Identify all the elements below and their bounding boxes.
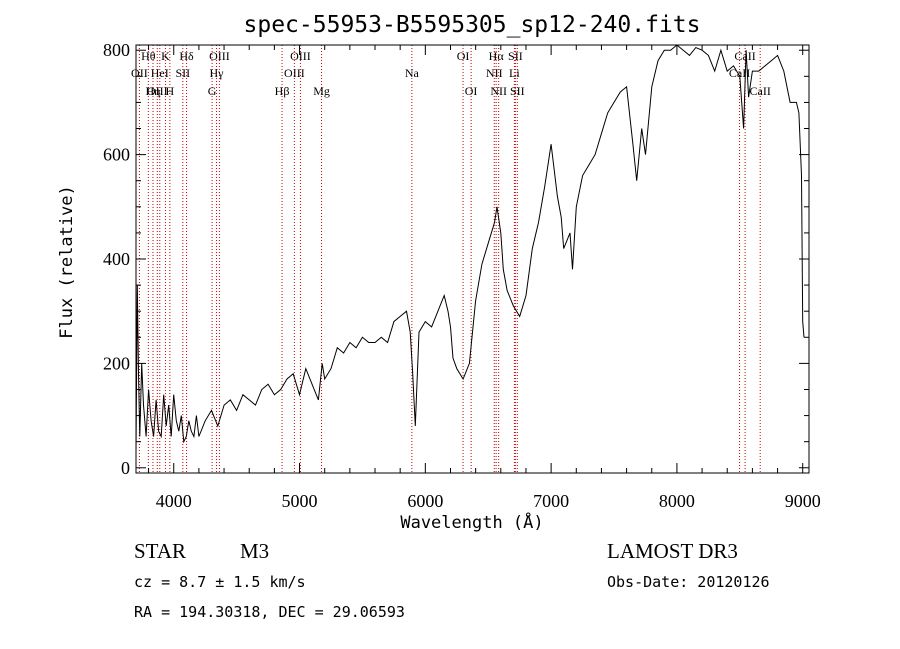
spectral-line-label: Hγ <box>210 66 225 80</box>
spectral-line-label: G <box>208 84 217 98</box>
object-subclass: M3 <box>240 539 270 563</box>
y-axis-ticks: 0 200 400 600 800 <box>103 40 809 478</box>
y-tick-label: 400 <box>103 249 130 269</box>
x-axis-label: Wavelength (Å) <box>400 511 543 533</box>
spectral-line-label: HeI <box>151 66 169 80</box>
spectral-line-label: OIII <box>284 66 305 80</box>
spectral-line-label: CaII <box>750 84 771 98</box>
y-tick-label: 600 <box>103 145 130 165</box>
spectral-line-markers <box>138 45 761 473</box>
x-tick-label: 7000 <box>533 491 569 511</box>
spectral-line-label: Na <box>405 66 420 80</box>
redshift-velocity: cz = 8.7 ± 1.5 km/s <box>134 573 306 591</box>
spectral-line-label: Hθ <box>141 49 156 63</box>
observation-date: Obs-Date: 20120126 <box>607 573 770 591</box>
spectral-line-label: OIII <box>209 49 230 63</box>
spectral-line-label: CaII <box>729 66 750 80</box>
spectral-line-label: Hη <box>146 84 161 98</box>
x-tick-label: 5000 <box>282 491 318 511</box>
x-tick-label: 6000 <box>407 491 443 511</box>
x-tick-label: 9000 <box>785 491 821 511</box>
spectral-line-label: NII <box>490 84 507 98</box>
spectral-line-label: CaII <box>734 49 755 63</box>
spectral-line-label: K <box>161 49 170 63</box>
object-class: STAR <box>134 539 186 563</box>
spectral-line-label: OI <box>457 49 470 63</box>
spectral-line-label: SII <box>508 49 523 63</box>
spectral-line-label: SII <box>510 84 525 98</box>
coordinates: RA = 194.30318, DEC = 29.06593 <box>134 603 405 621</box>
spectral-line-label: OII <box>131 66 148 80</box>
spectral-line-label: SII <box>175 66 190 80</box>
y-tick-label: 800 <box>103 40 130 60</box>
spectral-line-label: Li <box>509 66 520 80</box>
y-tick-label: 0 <box>121 458 130 478</box>
spectral-line-label: Hα <box>489 49 505 63</box>
spectral-line-label: H <box>166 84 175 98</box>
x-axis-ticks: 4000 5000 6000 7000 8000 9000 <box>148 45 821 511</box>
survey-label: LAMOST DR3 <box>607 539 738 563</box>
spectral-line-label: OI <box>465 84 478 98</box>
y-tick-label: 200 <box>103 353 130 373</box>
spectral-line-label: OIII <box>290 49 311 63</box>
y-axis-label: Flux (relative) <box>57 185 77 339</box>
x-tick-label: 8000 <box>659 491 695 511</box>
chart-title: spec-55953-B5595305_sp12-240.fits <box>244 12 701 38</box>
flux-series-line <box>135 44 805 453</box>
spectral-line-label: NII <box>486 66 503 80</box>
x-tick-label: 4000 <box>156 491 192 511</box>
spectral-line-label: Hδ <box>179 49 194 63</box>
spectral-line-label: Mg <box>313 84 330 98</box>
spectral-line-label: OIII <box>147 84 168 98</box>
spectral-line-label: Hβ <box>275 84 290 98</box>
